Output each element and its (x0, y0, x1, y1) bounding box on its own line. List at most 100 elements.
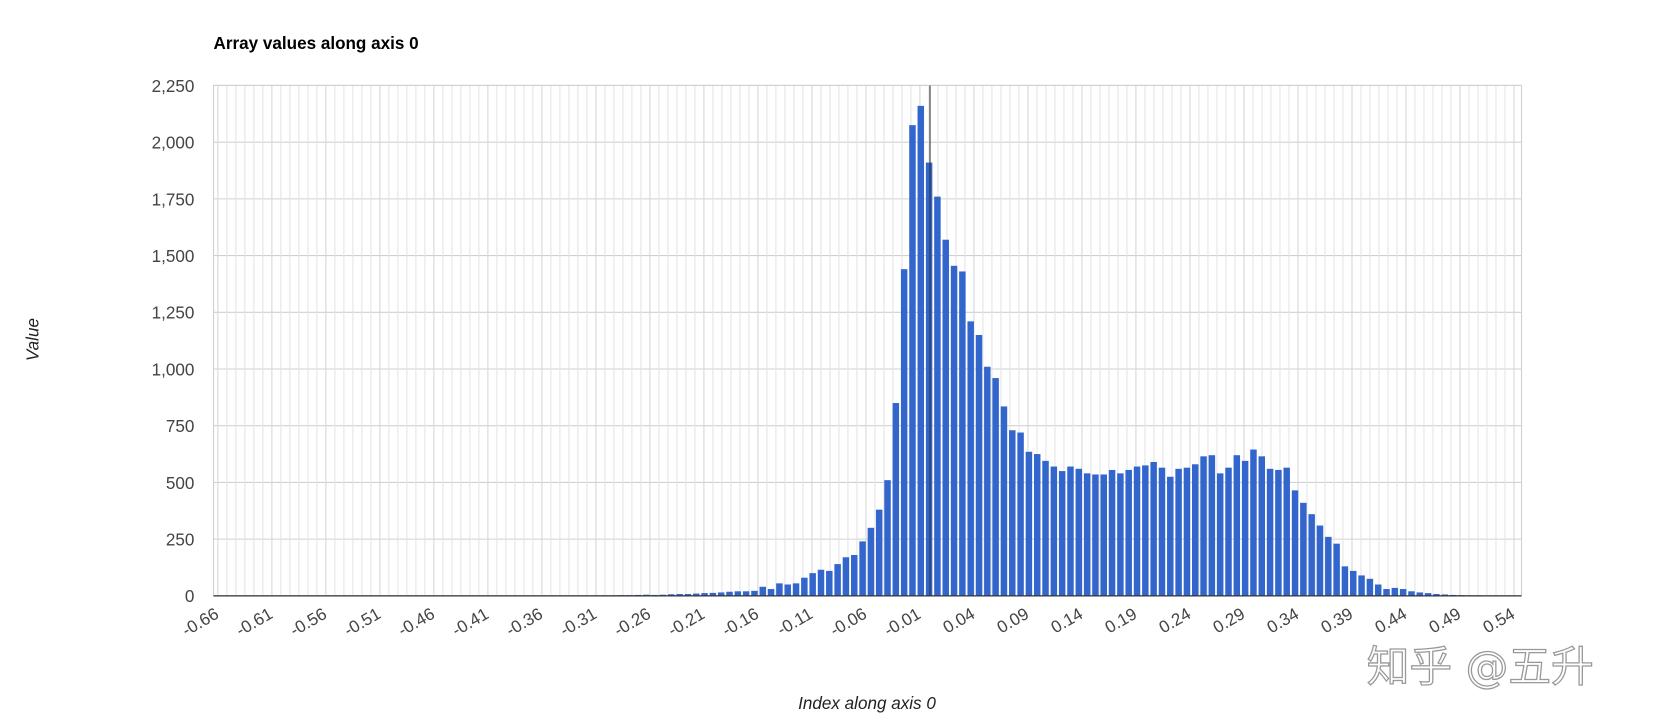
bar (851, 555, 858, 596)
x-axis-title: Index along axis 0 (798, 694, 936, 713)
bar (1158, 467, 1166, 596)
bar (892, 403, 900, 596)
y-tick-label: 750 (166, 417, 194, 436)
bar (1433, 594, 1440, 596)
watermark: 知乎 @五升 (1367, 642, 1594, 692)
bar (801, 577, 808, 596)
bar (809, 573, 816, 596)
bar (668, 594, 675, 596)
bar (701, 593, 708, 596)
bar (1108, 469, 1116, 596)
bar (1000, 406, 1008, 596)
bar (1424, 593, 1432, 596)
bar (992, 378, 999, 596)
bar (1208, 455, 1216, 596)
bar (1350, 570, 1357, 596)
y-tick-label: 1,500 (152, 247, 195, 266)
bar (1308, 514, 1315, 596)
bars (385, 105, 1515, 596)
bar (934, 196, 941, 596)
bar (867, 527, 875, 596)
bar (1225, 467, 1232, 596)
bar (1358, 575, 1365, 596)
bar (884, 480, 891, 596)
bar (959, 271, 966, 596)
bar (1391, 587, 1399, 596)
bar (1441, 594, 1448, 596)
bar (975, 334, 983, 596)
bar (826, 570, 833, 596)
bar (726, 591, 733, 596)
bar (792, 583, 800, 596)
y-tick-label: 250 (166, 531, 194, 550)
bar (1258, 456, 1266, 596)
bar (1075, 468, 1083, 596)
bar (942, 239, 949, 596)
bar (1175, 468, 1182, 596)
bar (1283, 467, 1290, 596)
bar (1266, 468, 1274, 596)
bar (1275, 469, 1282, 596)
bar (1191, 464, 1199, 596)
bar (751, 590, 758, 596)
bar (1058, 471, 1066, 596)
bar (834, 564, 841, 596)
bar (1017, 432, 1024, 596)
bar (900, 269, 908, 596)
bar (684, 594, 692, 596)
bar (784, 584, 791, 596)
y-tick-label: 1,000 (152, 360, 195, 379)
y-tick-label: 1,250 (152, 304, 195, 323)
bar (776, 583, 783, 596)
bar (1183, 467, 1191, 596)
bar (709, 592, 717, 596)
bar (1416, 592, 1424, 596)
bar (1042, 460, 1049, 596)
bar (1025, 451, 1033, 596)
bar (742, 591, 750, 596)
bar (909, 125, 916, 596)
bar (1050, 466, 1058, 596)
bar (1250, 449, 1257, 596)
bar (1200, 456, 1207, 596)
bar (767, 589, 775, 596)
bar (859, 541, 866, 596)
grid (213, 84, 1523, 597)
bar (1167, 476, 1174, 596)
bar (1333, 543, 1340, 596)
bar (734, 591, 742, 596)
bar (692, 593, 700, 596)
bar (1033, 454, 1041, 596)
bar (1092, 474, 1099, 596)
y-tick-label: 500 (166, 474, 194, 493)
bar (1366, 578, 1374, 596)
bar (1374, 584, 1382, 596)
bar (1241, 460, 1249, 596)
bar (1325, 536, 1332, 596)
y-tick-label: 0 (185, 587, 194, 606)
bar (1117, 473, 1124, 596)
y-tick-label: 1,750 (152, 190, 195, 209)
bar (1383, 589, 1390, 596)
bar (925, 162, 933, 596)
chart-title: Array values along axis 0 (214, 34, 419, 53)
y-tick-label: 2,250 (152, 77, 195, 96)
bar (1408, 591, 1415, 596)
y-axis-title: Value (23, 318, 42, 361)
bar (1142, 465, 1149, 596)
bar (1291, 490, 1299, 596)
bar (1300, 502, 1307, 596)
bar (950, 265, 958, 596)
bar (1009, 430, 1016, 596)
bar (1399, 589, 1407, 596)
bar (1100, 474, 1107, 596)
bar (875, 509, 883, 596)
bar (842, 557, 850, 596)
bar (1133, 466, 1141, 596)
bar (1233, 455, 1241, 596)
bar (717, 592, 725, 596)
bar (817, 569, 825, 596)
bar (1316, 525, 1324, 596)
